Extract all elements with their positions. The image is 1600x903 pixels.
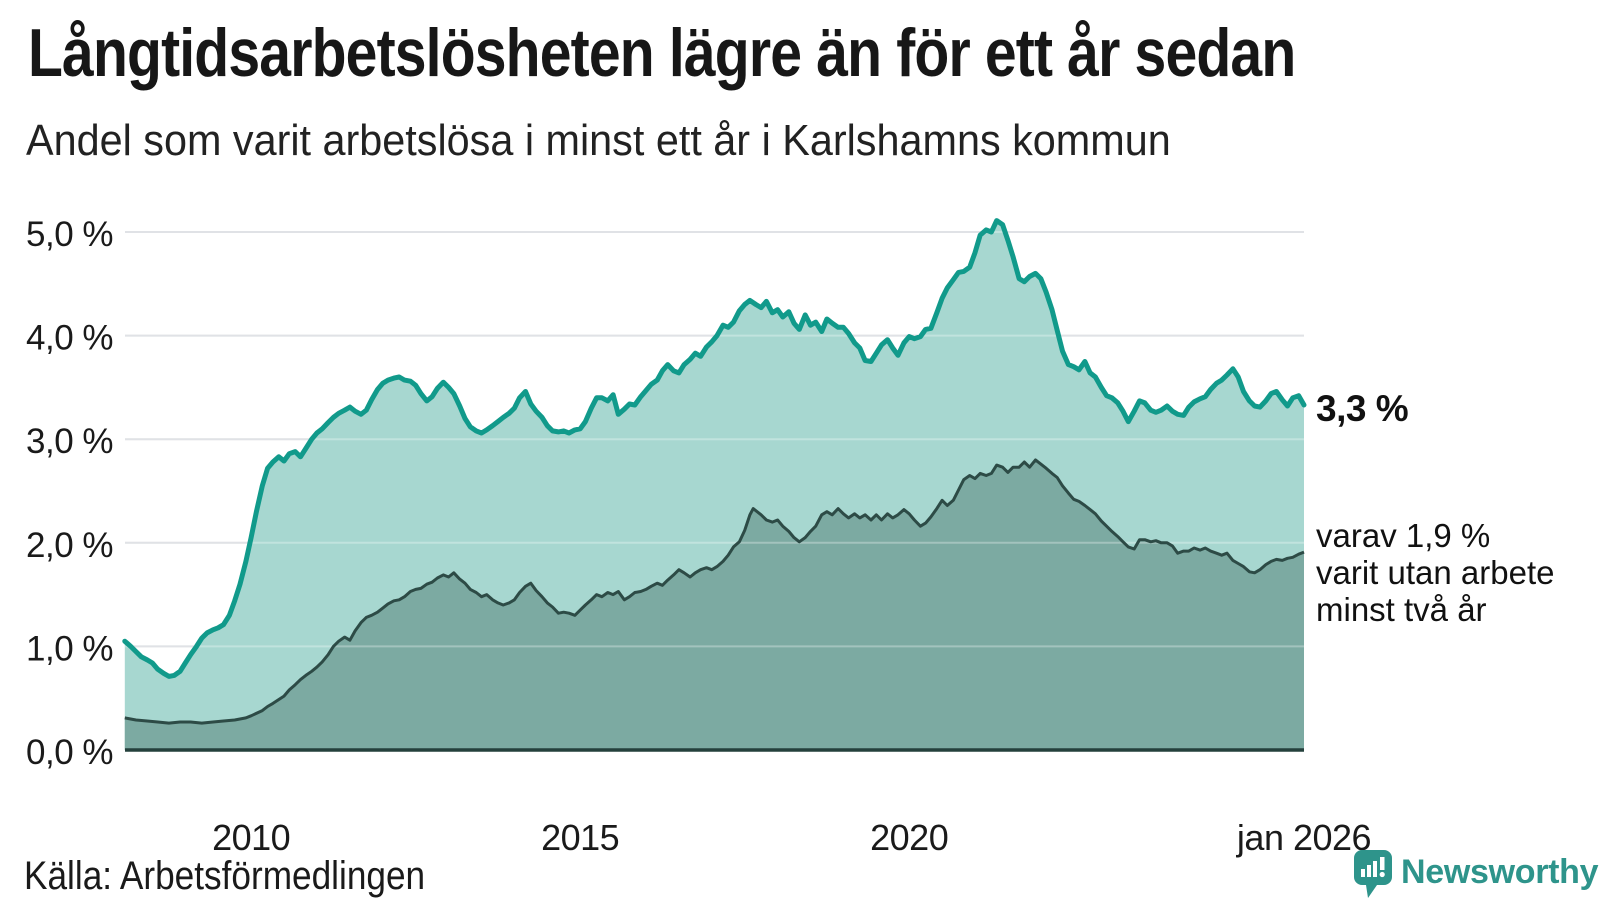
line-minst-tva-ar bbox=[124, 458, 1305, 725]
newsworthy-logo-icon bbox=[1354, 850, 1392, 903]
x-tick-label: jan 2026 bbox=[1236, 817, 1371, 858]
newsworthy-brand: Newsworthy bbox=[1354, 850, 1599, 903]
line-minst-ett-ar bbox=[122, 218, 1307, 679]
x-tick-label: 2015 bbox=[541, 817, 619, 858]
page-title: Långtidsarbetslösheten lägre än för ett … bbox=[28, 15, 1296, 91]
y-tick-label: 5,0 % bbox=[26, 215, 113, 254]
area-minst-tva-ar bbox=[124, 459, 1304, 750]
y-tick-label: 4,0 % bbox=[26, 319, 113, 358]
y-tick-label: 1,0 % bbox=[26, 629, 113, 668]
y-tick-label: 0,0 % bbox=[26, 733, 113, 772]
y-tick-label: 3,0 % bbox=[26, 422, 113, 461]
x-tick-label: 2020 bbox=[870, 817, 948, 858]
x-tick-label: 2010 bbox=[212, 817, 290, 858]
secondary-annotation-line: varav 1,9 % bbox=[1316, 517, 1491, 554]
brand-name: Newsworthy bbox=[1401, 853, 1599, 891]
secondary-annotation-line: varit utan arbete bbox=[1316, 554, 1555, 591]
secondary-annotation: varav 1,9 % varit utan arbete minst två … bbox=[1316, 517, 1554, 628]
y-tick-label: 2,0 % bbox=[26, 526, 113, 565]
latest-value-label: 3,3 % bbox=[1316, 388, 1409, 429]
secondary-annotation-line: minst två år bbox=[1316, 591, 1487, 628]
source-note: Källa: Arbetsförmedlingen bbox=[24, 854, 426, 898]
chart-subtitle: Andel som varit arbetslösa i minst ett å… bbox=[26, 116, 1171, 165]
